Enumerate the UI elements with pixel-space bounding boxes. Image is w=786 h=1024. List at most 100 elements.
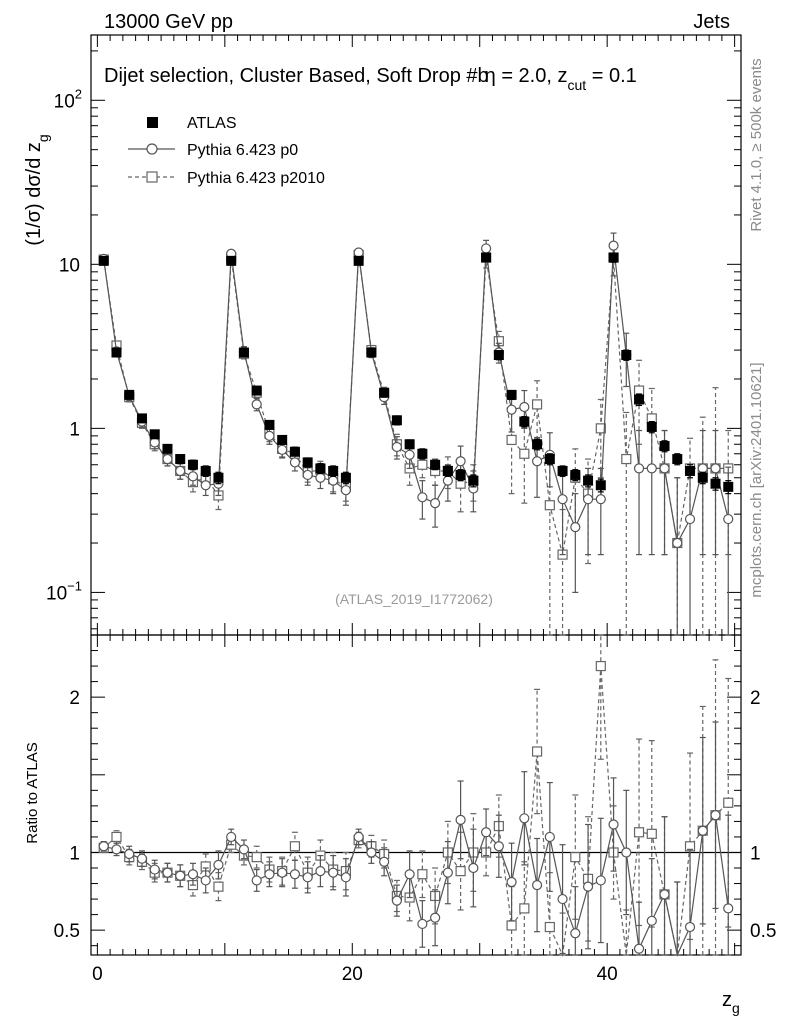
point-atlas (200, 465, 211, 476)
ratio-point-p0 (455, 814, 466, 825)
ratio-axis-title: Ratio to ATLAS (24, 742, 41, 843)
ratio-point-p2010 (455, 866, 466, 877)
point-p0 (659, 463, 670, 474)
ratio-line-p2010 (103, 666, 729, 958)
point-atlas (481, 252, 492, 263)
header-right: Jets (693, 11, 730, 33)
point-atlas (391, 415, 402, 426)
ratio-point-p2010 (570, 852, 581, 863)
point-p2010 (531, 399, 543, 410)
point-atlas (404, 439, 415, 450)
ratio-point-p0 (149, 864, 160, 875)
y-tick-label: 102 (54, 86, 82, 112)
point-p0 (430, 498, 441, 509)
ratio-point-p0 (111, 844, 122, 855)
ratio-point-p0 (723, 903, 734, 914)
legend-entry-p0: Pythia 6.423 p0 (128, 142, 298, 159)
ratio-point-p0 (404, 869, 415, 880)
point-p0 (404, 449, 415, 460)
legend: ATLAS Pythia 6.423 p0 Pythia 6.423 p2010 (128, 115, 325, 187)
point-atlas (251, 385, 262, 396)
ratio-point-p0 (391, 895, 402, 906)
point-p0 (684, 513, 696, 525)
ratio-point-p0 (124, 848, 135, 860)
ratio-point-p0 (98, 841, 109, 852)
ratio-point-p0 (519, 813, 530, 824)
point-atlas (124, 389, 135, 400)
point-atlas (353, 255, 364, 266)
header-left: 13000 GeV pp (104, 11, 233, 33)
ratio-point-p2010 (111, 831, 122, 843)
ratio-point-p2010 (633, 827, 645, 838)
point-p0 (315, 472, 326, 483)
point-p0 (608, 240, 619, 251)
ratio-point-p0 (200, 875, 211, 886)
point-atlas (595, 480, 606, 491)
point-atlas (672, 454, 683, 465)
ratio-point-p0 (468, 862, 479, 874)
point-p0 (455, 456, 466, 467)
point-atlas (98, 255, 109, 266)
point-atlas (264, 419, 275, 430)
rivet-label: Rivet 4.1.0, ≥ 500k events (748, 58, 765, 231)
point-atlas (634, 394, 645, 405)
y-axis-title: (1/σ) dσ/d zg (23, 134, 51, 245)
point-atlas (277, 434, 288, 445)
plot-title: Dijet selection, Cluster Based, Soft Dro… (104, 65, 637, 93)
point-p0 (633, 463, 645, 474)
point-atlas (519, 416, 530, 427)
point-p0 (723, 513, 734, 525)
x-axis-title: zg (722, 989, 740, 1016)
legend-marker-p2010 (146, 171, 158, 183)
point-atlas (544, 454, 555, 465)
ratio-tick-label-right: 2 (750, 688, 761, 709)
ratio-point-p0 (442, 867, 453, 878)
ratio-point-p0 (302, 872, 313, 883)
point-p0 (557, 494, 568, 505)
point-atlas (442, 465, 453, 476)
ratio-tick-label: 0.5 (54, 921, 80, 942)
point-p2010 (621, 453, 632, 465)
point-atlas (608, 252, 619, 263)
mcplots-label: mcplots.cern.ch [arXiv:2401.10621] (748, 362, 765, 597)
ratio-point-p2010 (544, 921, 555, 933)
point-p0 (340, 485, 352, 496)
ratio-point-p0 (430, 912, 441, 923)
analysis-watermark: (ATLAS_2019_I1772062) (335, 591, 493, 607)
ratio-point-p0 (697, 825, 708, 836)
point-atlas (723, 481, 734, 492)
point-p0 (353, 247, 364, 258)
ratio-point-p2010 (417, 869, 428, 880)
ratio-point-p0 (162, 867, 173, 878)
legend-entry-atlas: ATLAS (147, 115, 237, 132)
point-p0 (251, 399, 262, 410)
point-p2010 (595, 423, 606, 434)
ratio-point-p0 (531, 879, 543, 891)
point-atlas (379, 387, 390, 398)
ratio-point-p2010 (595, 660, 606, 672)
point-atlas (162, 443, 173, 454)
point-atlas (621, 350, 632, 361)
point-p2010 (506, 434, 517, 446)
ratio-point-p0 (187, 869, 199, 880)
point-atlas (315, 463, 326, 474)
ratio-point-p0 (595, 875, 606, 886)
ratio-tick-label: 2 (69, 688, 80, 709)
point-atlas (506, 389, 517, 400)
point-atlas (187, 459, 198, 470)
point-p0 (519, 401, 530, 413)
ratio-point-p0 (417, 918, 428, 930)
ratio-point-p0 (633, 943, 645, 954)
point-p0 (187, 471, 199, 482)
point-p2010 (417, 459, 428, 470)
ratio-point-p0 (646, 915, 657, 926)
ratio-point-p0 (710, 810, 721, 821)
y-tick-label: 10−1 (46, 578, 82, 604)
series-line-p2010 (103, 254, 729, 555)
point-p0 (442, 475, 453, 486)
ratio-point-p2010 (646, 828, 657, 839)
point-atlas (417, 448, 428, 459)
point-atlas (238, 347, 249, 358)
point-p0 (417, 492, 428, 503)
